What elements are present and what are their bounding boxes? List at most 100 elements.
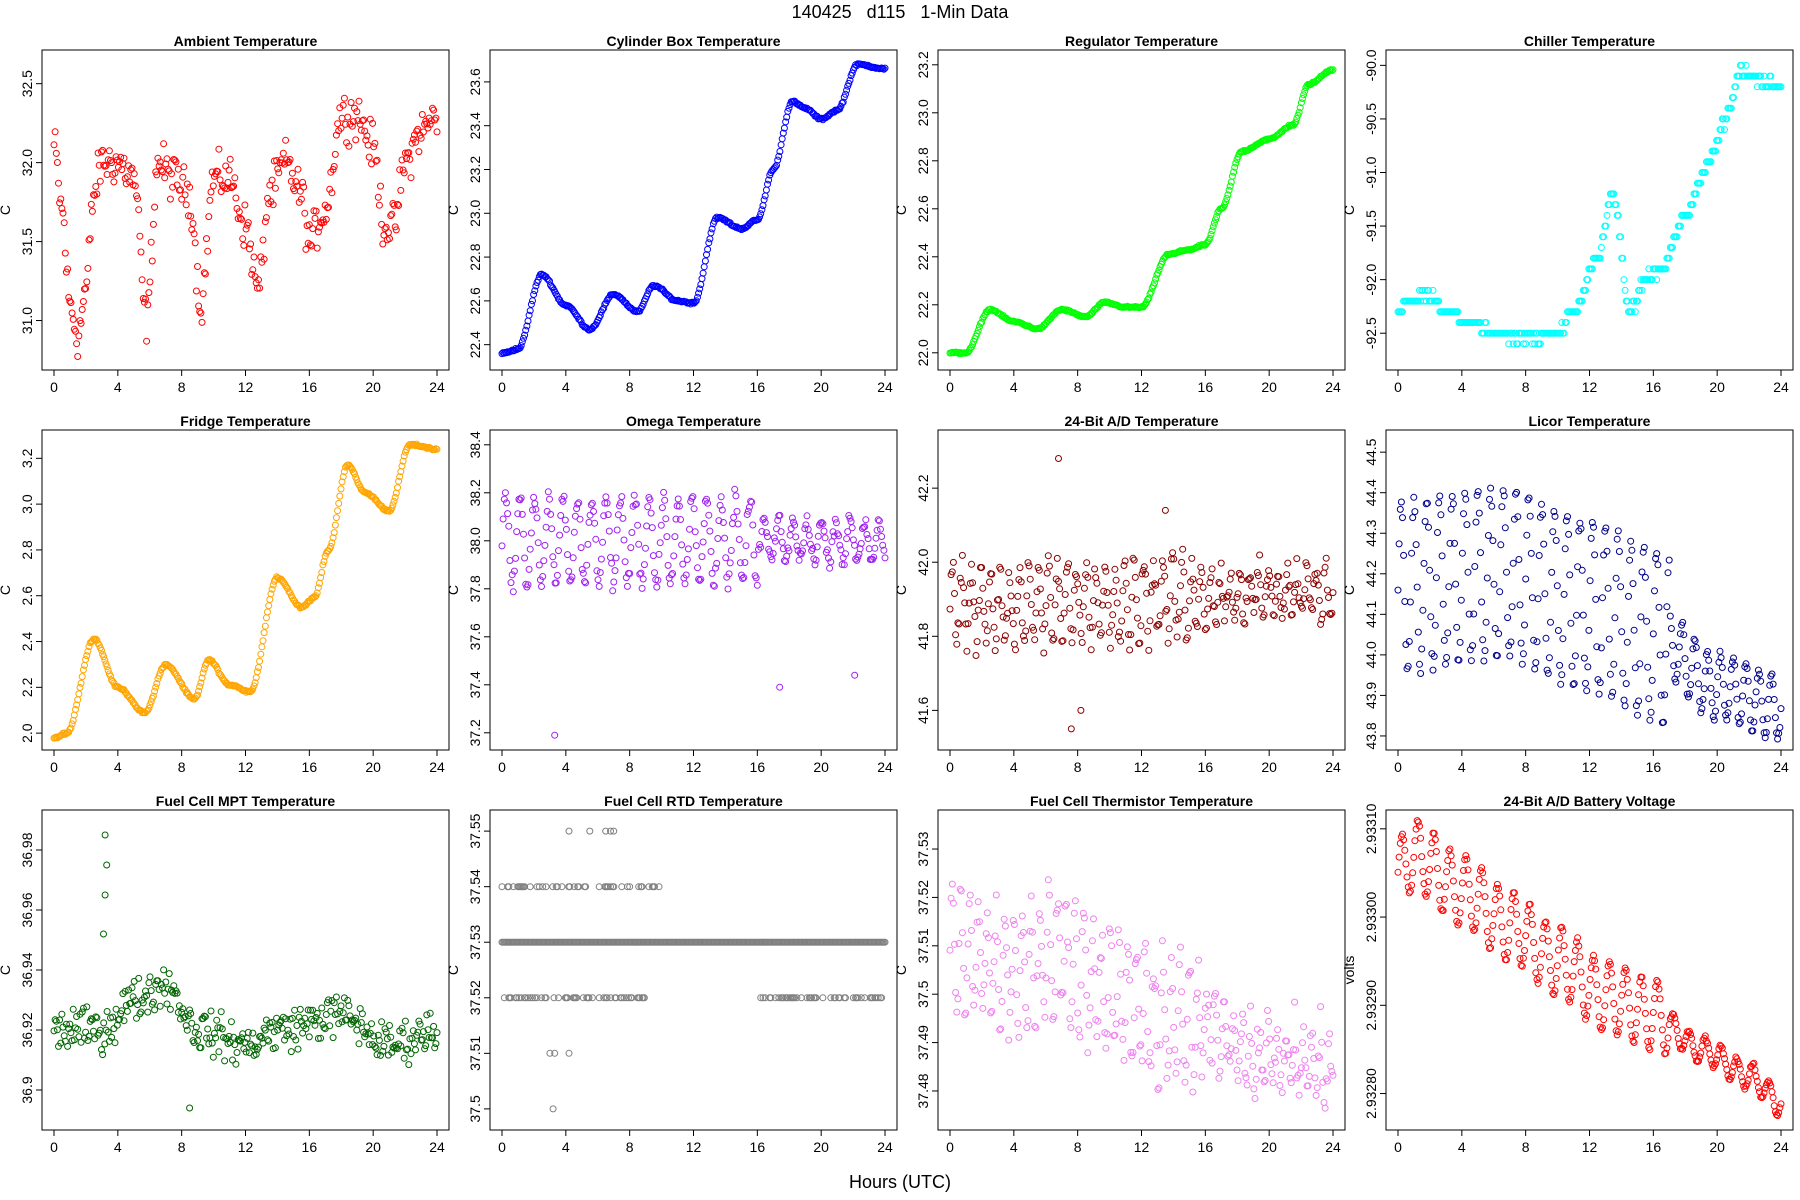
data-point [871,544,879,552]
data-point [253,284,261,292]
data-point [116,158,123,166]
data-point [424,124,432,132]
data-point [1525,494,1533,502]
data-point [1161,572,1169,580]
data-point [103,663,111,671]
data-point [1155,1084,1163,1092]
data-point [651,883,658,891]
data-point [52,1017,60,1025]
data-point [703,495,710,503]
data-point [960,584,968,592]
data-point [166,195,174,203]
data-point [1679,618,1687,626]
data-point [423,1011,431,1019]
data-point [527,529,535,537]
data-point [690,299,698,307]
data-point [500,495,508,503]
data-point [389,501,397,509]
data-point [1395,540,1403,548]
data-point [656,539,664,547]
data-point [544,488,552,496]
data-point [1086,1004,1094,1012]
data-point [151,203,159,211]
data-point [555,547,562,555]
data-point [1602,986,1610,994]
data-point [673,502,681,510]
data-point [996,1026,1004,1034]
data-point [161,989,169,997]
data-point [712,564,719,572]
data-point [1093,1033,1101,1041]
y-tick-label: 22.8 [467,243,483,270]
data-point [1238,576,1245,584]
data-point [813,543,821,551]
data-point [345,1002,353,1010]
data-point [542,523,550,531]
data-point [1231,163,1239,171]
data-point [1297,1064,1305,1072]
y-tick-label: 2.93300 [1363,892,1379,943]
data-point [1558,319,1566,326]
data-point [343,139,351,147]
data-point [1574,563,1582,571]
data-point [1157,577,1165,585]
x-tick-label: 24 [877,379,893,395]
data-point [1055,455,1062,462]
data-point [1244,1052,1252,1060]
data-point [222,162,230,170]
data-point [1601,527,1609,535]
data-point [250,682,258,690]
data-point [1164,639,1172,647]
series-battery [1394,817,1785,1119]
data-point [1320,569,1328,577]
data-point [1617,233,1625,241]
data-point [145,979,153,987]
data-point [964,620,972,628]
data-point [846,76,854,84]
x-tick-label: 12 [238,379,254,395]
data-point [610,883,618,891]
data-point [312,207,320,215]
data-point [127,166,135,174]
data-point [82,656,90,663]
data-point [779,994,787,1002]
x-tick-label: 4 [114,759,122,775]
data-point [740,574,748,581]
data-point [1513,488,1521,496]
data-point [1138,1057,1146,1065]
plot-frame [1385,49,1794,371]
data-point [634,521,642,529]
data-point [1578,566,1586,574]
data-point [1667,625,1675,632]
data-point [1195,956,1203,964]
data-point [594,576,602,584]
data-point [675,502,683,510]
data-point [1066,604,1074,612]
data-point [1156,612,1164,620]
data-point [230,182,238,190]
data-point [1145,646,1153,654]
data-point [1149,557,1157,565]
plot-frame [937,49,1346,371]
y-tick-label: 36.98 [19,832,35,867]
plot-frame [489,429,898,751]
data-point [607,554,614,561]
data-point [725,570,733,578]
data-point [1687,1031,1695,1038]
data-point [1231,616,1239,624]
x-tick-label: 0 [50,1139,58,1155]
data-point [1767,72,1775,80]
data-point [1628,308,1636,316]
data-point [336,492,344,500]
data-point [700,263,708,271]
data-point [1165,1047,1173,1055]
data-point [1012,646,1019,654]
data-point [1631,308,1639,316]
data-point [309,225,317,233]
data-point [538,994,545,1002]
data-point [1097,954,1105,962]
data-point [1564,985,1571,993]
data-point [649,552,657,560]
data-point [1565,530,1573,538]
